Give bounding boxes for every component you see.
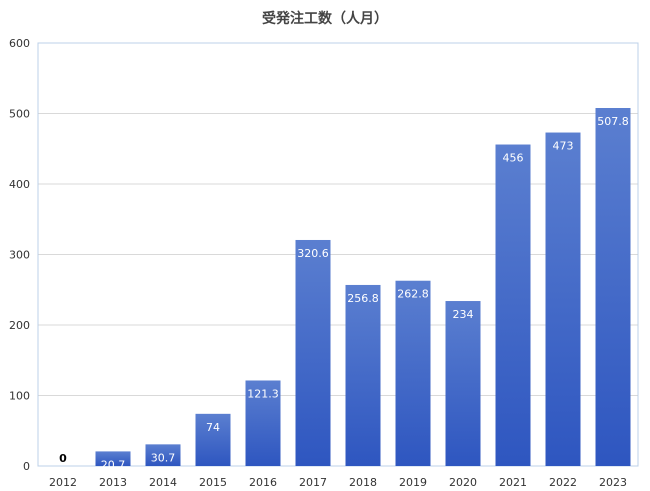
bar-2013 xyxy=(95,451,131,466)
bar-2023 xyxy=(595,108,631,466)
x-tick-label: 2014 xyxy=(149,476,177,489)
data-label: 234 xyxy=(453,308,474,321)
x-tick-label: 2021 xyxy=(499,476,527,489)
bar-2018 xyxy=(345,284,381,466)
x-tick-label: 2015 xyxy=(199,476,227,489)
bar-2016 xyxy=(245,380,281,466)
bars xyxy=(95,108,631,466)
data-label: 456 xyxy=(503,152,524,165)
data-label: 256.8 xyxy=(347,292,379,305)
y-tick-label: 200 xyxy=(9,319,30,332)
x-tick-label: 2013 xyxy=(99,476,127,489)
y-tick-label: 600 xyxy=(9,37,30,50)
data-label: 473 xyxy=(553,140,574,153)
data-label: 0 xyxy=(59,452,67,465)
x-tick-label: 2017 xyxy=(299,476,327,489)
x-axis-ticks: 2012 2013 2014 2015 2016 2017 2018 2019 2020 2021… xyxy=(49,476,627,489)
data-label: 320.6 xyxy=(297,247,329,260)
bar-2022 xyxy=(545,132,581,466)
data-label: 262.8 xyxy=(397,288,429,301)
x-tick-label: 2018 xyxy=(349,476,377,489)
data-label: 121.3 xyxy=(247,387,279,400)
bar-2021 xyxy=(495,144,531,466)
bar-2019 xyxy=(395,280,431,466)
data-label: 74 xyxy=(206,421,220,434)
plot-area-frame xyxy=(37,42,639,467)
data-label: 20.7 xyxy=(101,458,126,471)
x-tick-label: 2023 xyxy=(599,476,627,489)
y-axis-ticks: 0 100 200 300 400 500 600 xyxy=(9,37,30,473)
x-tick-label: 2020 xyxy=(449,476,477,489)
y-tick-label: 500 xyxy=(9,108,30,121)
data-label: 507.8 xyxy=(597,115,629,128)
y-tick-label: 100 xyxy=(9,390,30,403)
data-labels: 0 20.7 30.7 74 121.3 320.6 256.8 262.8 234 456 473… xyxy=(59,115,629,471)
x-tick-label: 2022 xyxy=(549,476,577,489)
y-tick-label: 300 xyxy=(9,249,30,262)
x-tick-label: 2019 xyxy=(399,476,427,489)
bar-2017 xyxy=(295,239,331,466)
bar-2020 xyxy=(445,301,481,466)
bar-2014 xyxy=(145,444,181,466)
y-tick-label: 0 xyxy=(23,460,30,473)
x-tick-label: 2016 xyxy=(249,476,277,489)
data-label: 30.7 xyxy=(151,451,176,464)
y-tick-label: 400 xyxy=(9,178,30,191)
bar-2015 xyxy=(195,413,231,466)
x-tick-label: 2012 xyxy=(49,476,77,489)
chart-title: 受発注工数（人月） xyxy=(262,11,388,27)
